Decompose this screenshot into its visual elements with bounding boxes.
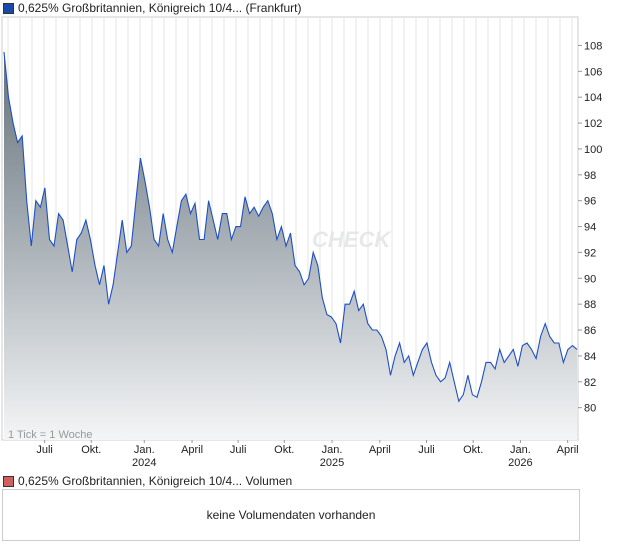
legend-volume: 0,625% Großbritannien, Königreich 10/4..… xyxy=(3,474,292,488)
price-area xyxy=(4,51,577,441)
x-tick-label: Okt. xyxy=(463,444,483,456)
y-tick-label: 94 xyxy=(584,222,596,234)
y-tick-label: 80 xyxy=(584,403,596,415)
y-tick-label: 90 xyxy=(584,273,596,285)
x-tick-label: Okt. xyxy=(274,444,294,456)
x-tick-year: 2026 xyxy=(508,457,532,469)
x-tick-label: Jan. xyxy=(510,444,531,456)
x-tick-year: 2024 xyxy=(132,457,156,469)
legend-swatch xyxy=(3,2,14,14)
volume-message: keine Volumendaten vorhanden xyxy=(206,508,376,522)
y-tick-label: 84 xyxy=(584,351,596,363)
volume-panel: keine Volumendaten vorhanden xyxy=(2,489,580,541)
x-tick-label: April xyxy=(369,444,391,456)
x-tick-label: Jan. xyxy=(134,444,155,456)
y-tick-label: 98 xyxy=(584,170,596,182)
y-tick-label: 96 xyxy=(584,196,596,208)
y-tick-label: 100 xyxy=(584,144,602,156)
legend-swatch xyxy=(3,475,14,487)
tick-note: 1 Tick = 1 Woche xyxy=(8,429,92,441)
y-tick-label: 82 xyxy=(584,377,596,389)
watermark: CHECK xyxy=(312,227,392,252)
y-tick-label: 104 xyxy=(584,92,602,104)
y-tick-label: 86 xyxy=(584,325,596,337)
x-tick-year: 2025 xyxy=(320,457,344,469)
price-line xyxy=(3,51,578,403)
legend-label: 0,625% Großbritannien, Königreich 10/4..… xyxy=(18,474,293,488)
y-tick-label: 88 xyxy=(584,299,596,311)
y-tick-label: 102 xyxy=(584,118,602,130)
x-tick-label: Juli xyxy=(230,444,247,456)
x-tick-label: April xyxy=(181,444,203,456)
x-tick-label: Juli xyxy=(418,444,435,456)
x-tick-label: Jan. xyxy=(322,444,343,456)
y-tick-label: 108 xyxy=(584,40,602,52)
x-tick-label: April xyxy=(557,444,579,456)
price-chart: 80 82 84 86 88 90 92 94 96 98 100 102 104 106 108 CHECK… xyxy=(1,16,602,469)
y-tick-label: 92 xyxy=(584,247,596,259)
y-tick-label: 106 xyxy=(584,66,602,78)
x-tick-label: Okt. xyxy=(81,444,101,456)
x-tick-label: Juli xyxy=(36,444,53,456)
legend-label: 0,625% Großbritannien, Königreich 10/4..… xyxy=(18,1,302,15)
legend-price: 0,625% Großbritannien, Königreich 10/4..… xyxy=(3,1,301,15)
